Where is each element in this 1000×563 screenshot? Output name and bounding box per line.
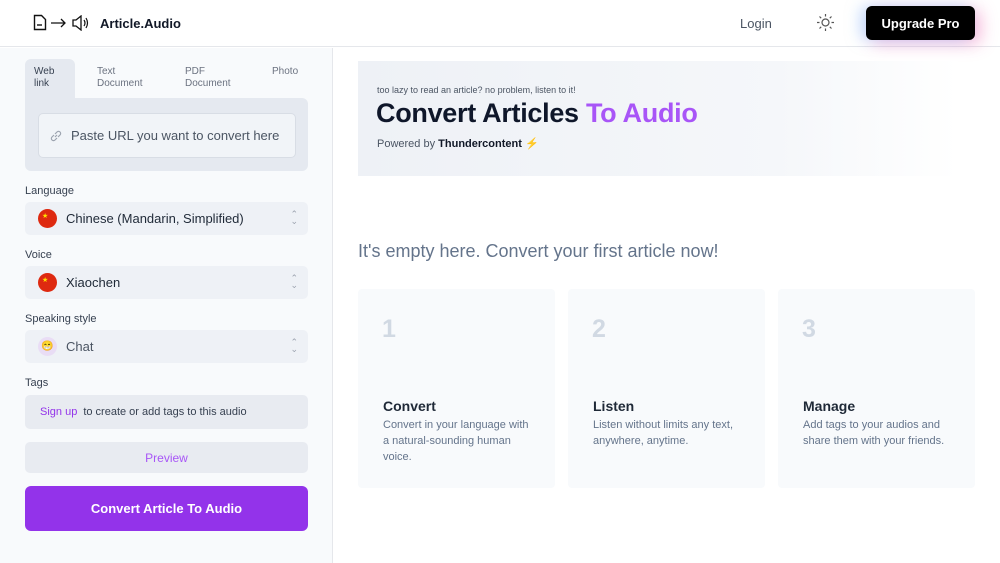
- tags-label: Tags: [25, 377, 49, 389]
- source-tabs: Web link Text Document PDF Document Phot…: [25, 59, 308, 98]
- voice-label: Voice: [25, 249, 52, 261]
- tags-box: Sign up to create or add tags to this au…: [25, 395, 308, 429]
- preview-button[interactable]: Preview: [25, 442, 308, 473]
- speaking-style-label: Speaking style: [25, 313, 97, 325]
- logo[interactable]: [33, 14, 89, 31]
- brand-name: Article.Audio: [100, 16, 181, 31]
- url-placeholder: Paste URL you want to convert here: [71, 128, 280, 143]
- speaker-icon: [72, 14, 89, 31]
- step-card: 3 Manage Add tags to your audios and sha…: [778, 289, 975, 488]
- voice-select[interactable]: Xiaochen ⌃⌄: [25, 266, 308, 299]
- step-card: 2 Listen Listen without limits any text,…: [568, 289, 765, 488]
- chat-emoji-icon: 😁: [38, 337, 57, 356]
- step-title: Manage: [803, 398, 856, 414]
- language-select[interactable]: Chinese (Mandarin, Simplified) ⌃⌄: [25, 202, 308, 235]
- step-number: 3: [802, 315, 816, 343]
- hero-banner: too lazy to read an article? no problem,…: [358, 61, 958, 176]
- tab-web-link[interactable]: Web link: [25, 59, 75, 98]
- powered-brand[interactable]: Thundercontent: [438, 138, 522, 150]
- step-description: Add tags to your audios and share them w…: [803, 419, 945, 447]
- step-number: 1: [382, 315, 396, 343]
- tab-photo[interactable]: Photo: [272, 66, 299, 77]
- language-value: Chinese (Mandarin, Simplified): [66, 211, 244, 226]
- sign-up-link[interactable]: Sign up: [40, 406, 78, 418]
- step-title: Convert: [383, 398, 436, 414]
- login-link[interactable]: Login: [740, 16, 772, 31]
- link-icon: [50, 130, 62, 141]
- speaking-style-value: Chat: [66, 339, 94, 354]
- speaking-style-select[interactable]: 😁 Chat ⌃ ⌄: [25, 330, 308, 363]
- empty-state-message: It's empty here. Convert your first arti…: [358, 241, 719, 261]
- step-title: Listen: [593, 398, 635, 414]
- voice-value: Xiaochen: [66, 275, 121, 290]
- hero-title: Convert Articles To Audio: [376, 98, 698, 129]
- document-icon: [33, 14, 47, 31]
- chevron-up-down-icon: ⌃ ⌄: [290, 273, 298, 290]
- url-input[interactable]: Paste URL you want to convert here: [38, 113, 296, 158]
- convert-button[interactable]: Convert Article To Audio: [25, 486, 308, 531]
- step-card: 1 Convert Convert in your language with …: [358, 289, 555, 488]
- chevron-up-down-icon: ⌃ ⌄: [290, 337, 298, 354]
- china-flag-icon: [38, 273, 57, 292]
- title-main: Convert Articles: [376, 98, 579, 128]
- title-accent: To Audio: [585, 98, 698, 128]
- sidebar: Web link Text Document PDF Document Phot…: [0, 48, 333, 563]
- powered-by: Powered by Thundercontent ⚡: [377, 137, 539, 150]
- tab-panel: Paste URL you want to convert here: [25, 98, 308, 171]
- bolt-icon: ⚡: [524, 138, 539, 150]
- tab-pdf-document[interactable]: PDF Document: [185, 66, 231, 89]
- step-description: Convert in your language with a natural-…: [383, 419, 529, 463]
- powered-prefix: Powered by: [377, 138, 436, 150]
- hero-tagline: too lazy to read an article? no problem,…: [377, 85, 576, 95]
- arrow-right-icon: [51, 18, 66, 27]
- tab-text-document[interactable]: Text Document: [97, 66, 143, 89]
- chevron-up-down-icon: ⌃ ⌄: [290, 209, 298, 226]
- tags-hint: to create or add tags to this audio: [83, 406, 247, 418]
- step-description: Listen without limits any text, anywhere…: [593, 419, 734, 447]
- china-flag-icon: [38, 209, 57, 228]
- sun-icon[interactable]: [817, 14, 834, 31]
- header: Article.Audio Login Upgrade Pro: [0, 0, 1000, 47]
- upgrade-pro-button[interactable]: Upgrade Pro: [866, 6, 975, 40]
- language-label: Language: [25, 185, 74, 197]
- step-number: 2: [592, 315, 606, 343]
